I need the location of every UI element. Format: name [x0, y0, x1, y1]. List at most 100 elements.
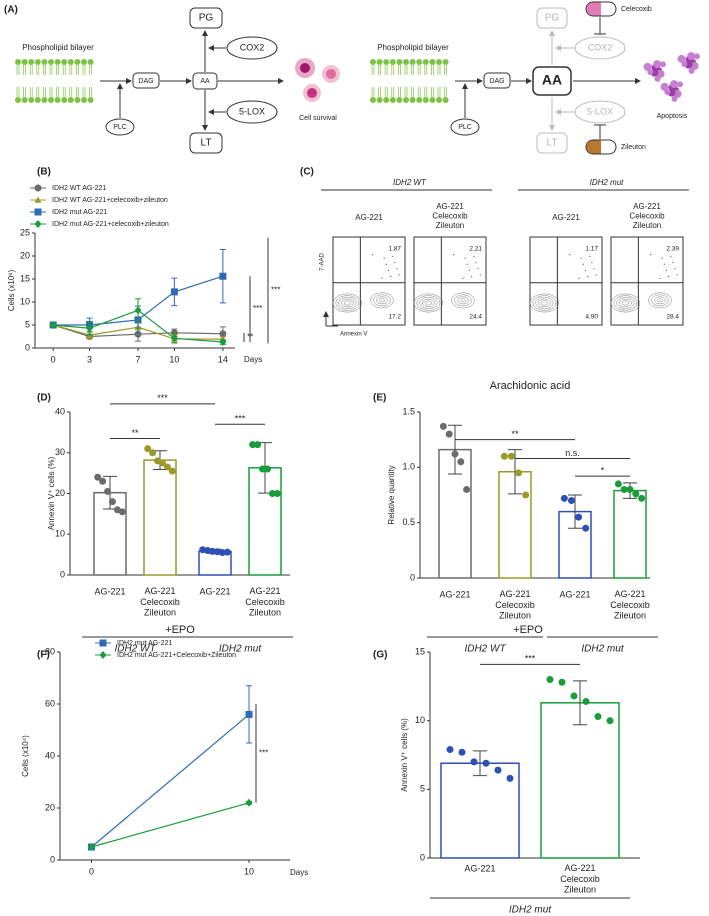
y-tick-label: 10: [415, 715, 425, 725]
lipid-head: [67, 59, 74, 65]
data-point: [614, 480, 622, 488]
lipid-tail: [417, 65, 421, 97]
y-tick-label: 0: [50, 854, 55, 864]
quadrant-value: 1.87: [388, 246, 401, 253]
event: [659, 277, 661, 279]
lipid-head: [389, 59, 396, 65]
data-point: [108, 498, 116, 506]
event: [650, 254, 652, 256]
plot-title: AG-221: [355, 213, 383, 222]
point: [134, 306, 142, 315]
lipid-tail: [49, 65, 53, 97]
chart-title: +EPO: [513, 624, 543, 636]
lipid-head: [21, 97, 28, 103]
point: [170, 288, 178, 296]
y-tick-label: 20: [45, 802, 55, 812]
lipid-head: [54, 59, 61, 65]
apoptotic-body: [693, 53, 700, 60]
y-tick-label: 0.5: [402, 517, 415, 527]
node: [189, 132, 223, 154]
y-axis-label: Cells (x10⁶): [7, 269, 16, 311]
lipid-tail: [391, 65, 395, 97]
enzyme: [226, 100, 278, 124]
plot-title: AG-221: [552, 213, 580, 222]
enzyme-label: COX2: [588, 42, 613, 52]
x-tick-label: AG-221: [559, 589, 590, 599]
data-point: [582, 524, 590, 532]
sig-label: ***: [235, 414, 246, 424]
data-point: [560, 494, 568, 502]
data-point: [99, 477, 107, 485]
y-tick-label: 30: [55, 447, 65, 457]
lipid-head: [396, 59, 403, 65]
lipid-head: [403, 59, 409, 65]
contour: [532, 295, 557, 311]
membrane-label: Phospholipid bilayer: [22, 43, 94, 52]
contour: [651, 294, 669, 307]
sig-label: **: [247, 333, 253, 342]
node: [483, 72, 511, 89]
apoptotic-body: [687, 52, 696, 61]
data-point: [470, 758, 478, 766]
x-tick-label: 10: [244, 866, 254, 876]
data-point: [546, 675, 554, 683]
group-label: IDH2 mut: [590, 178, 625, 187]
legend-label: IDH2 WT AG-221+celecoxib+zileuton: [52, 197, 168, 204]
group-label: IDH2 mut: [509, 905, 552, 916]
y-tick-label: 60: [45, 698, 55, 708]
event: [672, 261, 674, 264]
lipid-tail: [36, 65, 40, 97]
x-tick-label: AG-221: [199, 586, 230, 596]
data-point: [567, 497, 575, 505]
contour: [538, 298, 551, 308]
bar: [143, 459, 177, 576]
data-point: [626, 485, 634, 493]
lipid-head: [370, 97, 376, 103]
quadrant-value: 24.4: [469, 314, 482, 321]
cell-nucleus: [326, 69, 336, 79]
point: [245, 798, 253, 807]
x-tick-label: AG-221: [439, 589, 470, 599]
y-axis-label: Annexin V⁺ cells (%): [47, 456, 56, 530]
y-tick-label: 1.0: [402, 462, 415, 472]
event: [390, 276, 392, 278]
event: [471, 276, 473, 278]
event: [569, 254, 571, 256]
lipid-tail: [444, 65, 447, 97]
lipid-head: [376, 59, 383, 65]
point: [88, 843, 96, 851]
lipid-head: [74, 97, 81, 103]
contour: [416, 295, 441, 311]
event: [462, 277, 464, 279]
node-label: LT: [547, 138, 558, 149]
lipid-tail: [398, 65, 401, 97]
x-tick-label: AG-221 Celecoxib Zileuton: [560, 863, 600, 895]
drug-label: Celecoxib: [621, 6, 652, 13]
x-tick-label: 14: [218, 354, 228, 364]
point: [170, 329, 178, 337]
sig-label: *: [601, 466, 605, 476]
y-tick-label: 40: [45, 750, 55, 760]
event: [661, 257, 663, 259]
data-point: [94, 473, 102, 481]
lipid-head: [429, 97, 436, 103]
enzyme: [450, 118, 480, 136]
node: [132, 72, 160, 89]
data-point: [482, 759, 490, 767]
point: [86, 324, 94, 333]
y-tick-label: 5: [25, 319, 30, 329]
point: [219, 330, 227, 338]
lipid-tail: [76, 65, 79, 97]
contour: [424, 300, 432, 306]
lipid-head: [383, 59, 390, 65]
chart-title: +EPO: [165, 624, 195, 636]
data-point: [632, 490, 640, 498]
event: [394, 261, 396, 264]
contour: [379, 298, 385, 303]
contour: [451, 292, 475, 309]
sig-label: ***: [525, 654, 536, 664]
lipid-head: [416, 97, 423, 103]
legend-label: IDH2 mut AG-221: [117, 640, 172, 647]
event: [580, 257, 582, 259]
group-label: IDH2 WT: [393, 178, 427, 187]
